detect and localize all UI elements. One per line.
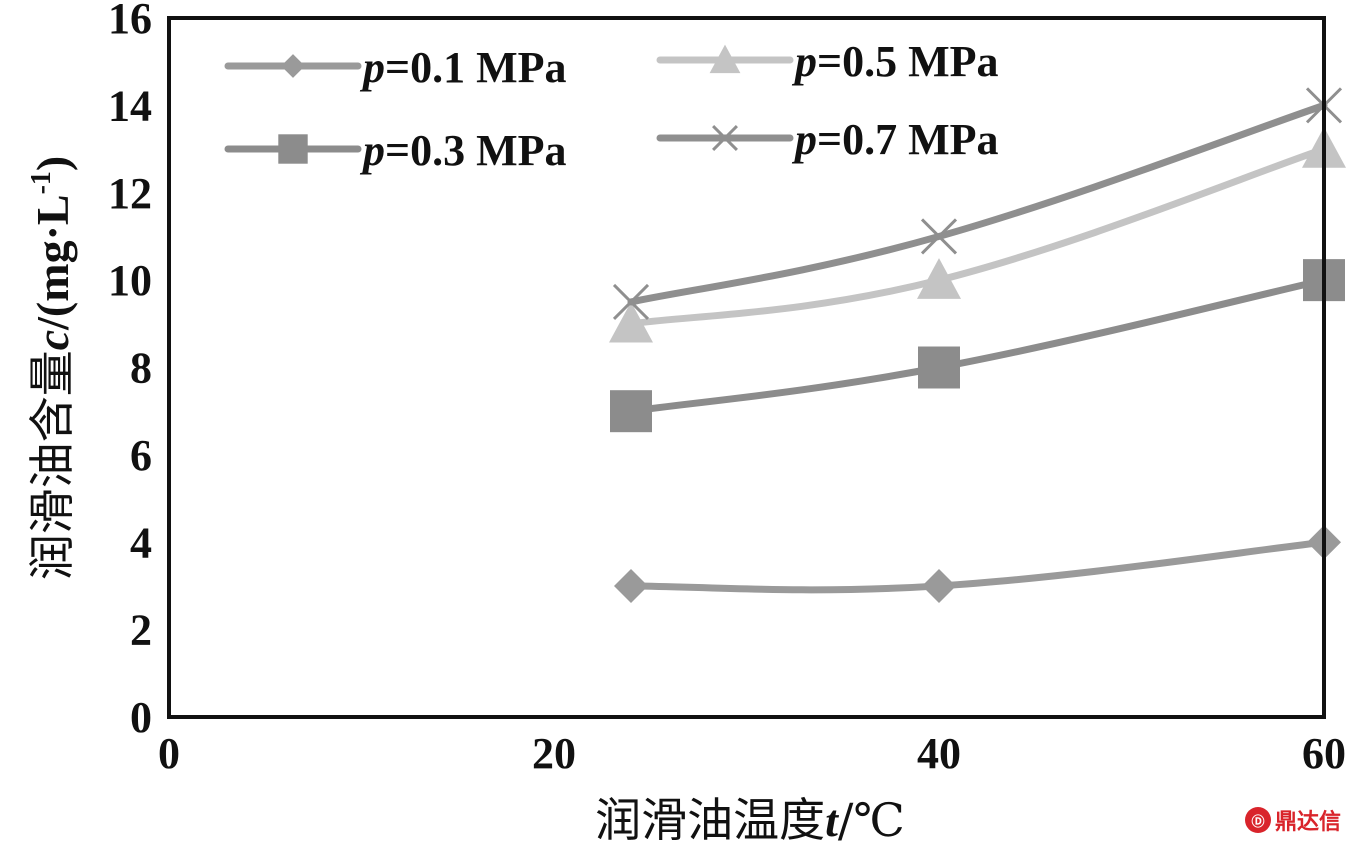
x-tick-label: 20 [532, 729, 576, 778]
y-axis-title: 润滑油含量c/(mg·L-1) [25, 156, 79, 581]
series-line [627, 276, 1328, 415]
legend-label-var: p [791, 37, 817, 86]
watermark: Ⓓ 鼎达信 [1244, 804, 1341, 836]
x-tick-labels: 0 20 40 60 [158, 729, 1346, 778]
y-tick-label: 12 [108, 169, 152, 218]
y-tick-label: 16 [108, 0, 152, 43]
y-axis-title-exponent: -1 [26, 171, 57, 194]
y-axis-title-unit: /(mg·L [27, 194, 78, 330]
legend-label: p=0.3 MPa [359, 126, 566, 175]
y-axis-title-var: c [27, 330, 78, 350]
series-layer [609, 87, 1346, 603]
legend-label-value: =0.3 MPa [385, 126, 566, 175]
x-tick-label: 0 [158, 729, 180, 778]
x-axis-title-text: 润滑油温度 [595, 793, 825, 844]
data-point-triangle [609, 301, 653, 343]
legend-label-var: p [791, 115, 817, 164]
legend-marker-triangle [709, 44, 741, 74]
series-line [627, 101, 1328, 306]
series-line [627, 538, 1328, 594]
y-tick-label: 10 [108, 256, 152, 305]
data-point-x [920, 218, 958, 255]
y-tick-labels: 0 2 4 6 8 10 12 14 16 [108, 0, 152, 742]
legend-label: p=0.1 MPa [359, 43, 566, 92]
legend-item: p=0.7 MPa [656, 115, 998, 164]
legend-marker-x [712, 125, 738, 151]
plot-frame [167, 16, 1326, 719]
y-tick-label: 2 [130, 606, 152, 655]
legend-item: p=0.3 MPa [224, 126, 566, 175]
x-axis-title-unit: /℃ [838, 793, 905, 844]
y-tick-label: 0 [130, 693, 152, 742]
watermark-text: 鼎达信 [1274, 810, 1341, 835]
data-point-square [918, 346, 960, 389]
y-tick-label: 4 [130, 518, 152, 567]
x-tick-label: 40 [917, 729, 961, 778]
legend-label-value: =0.1 MPa [385, 43, 566, 92]
legend-label-var: p [359, 126, 385, 175]
data-point-diamond [922, 568, 956, 603]
data-point-diamond [614, 568, 648, 603]
legend-label-value: =0.7 MPa [817, 115, 998, 164]
data-point-x [612, 283, 650, 321]
x-axis-title: 润滑油温度t/℃ [595, 793, 905, 844]
y-tick-label: 8 [130, 344, 152, 393]
legend-label: p=0.7 MPa [791, 115, 998, 164]
legend-item: p=0.5 MPa [656, 37, 998, 86]
series-diamond [614, 525, 1341, 603]
data-point-triangle [917, 258, 961, 299]
legend-item: p=0.1 MPa [224, 43, 566, 92]
legend-label-value: =0.5 MPa [817, 37, 998, 86]
y-tick-label: 6 [130, 431, 152, 480]
watermark-logo-icon: Ⓓ [1244, 807, 1271, 833]
legend-label-var: p [359, 43, 385, 92]
y-tick-label: 14 [108, 81, 152, 130]
x-tick-label: 60 [1302, 729, 1346, 778]
data-point-square [610, 390, 652, 433]
legend-label: p=0.5 MPa [791, 37, 998, 86]
y-axis-title-close: ) [27, 156, 78, 171]
legend-marker-square [278, 134, 308, 164]
y-axis-title-text: 润滑油含量 [25, 350, 79, 580]
x-axis-title-var: t [825, 795, 839, 844]
legend-marker-diamond [281, 54, 305, 78]
series-line [627, 145, 1328, 328]
